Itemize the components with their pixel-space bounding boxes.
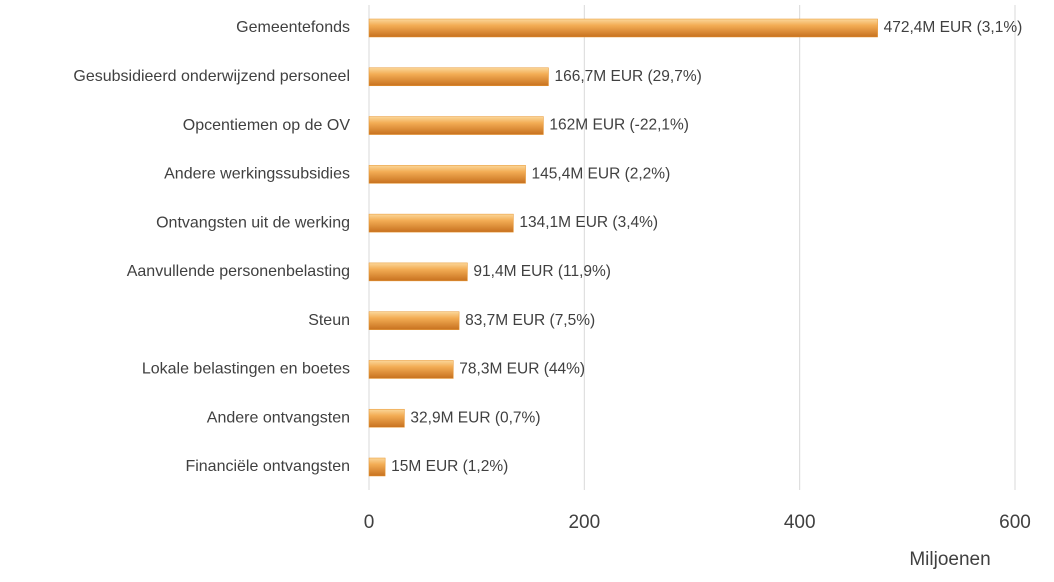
data-label: 166,7M EUR (29,7%) [554, 68, 701, 85]
y-tick-label: Andere ontvangsten [207, 409, 350, 426]
data-label: 15M EUR (1,2%) [391, 458, 508, 475]
bar [368, 262, 468, 282]
y-tick-label: Andere werkingssubsidies [164, 166, 350, 183]
bar [368, 18, 878, 38]
x-tick-label: 0 [364, 512, 375, 533]
data-label: 162M EUR (-22,1%) [549, 117, 689, 134]
bar [368, 360, 454, 379]
y-tick-label: Gemeentefonds [236, 19, 350, 36]
data-label: 91,4M EUR (11,9%) [473, 263, 611, 280]
y-tick-label: Ontvangsten uit de werking [156, 214, 350, 231]
bar [368, 213, 514, 233]
y-tick-label: Aanvullende personenbelasting [127, 263, 350, 280]
data-label: 472,4M EUR (3,1%) [884, 19, 1023, 36]
bar [368, 116, 544, 135]
bar [368, 165, 526, 184]
data-label: 134,1M EUR (3,4%) [519, 214, 658, 231]
data-label: 83,7M EUR (7,5%) [465, 312, 595, 329]
y-tick-label: Financiële ontvangsten [185, 458, 350, 475]
data-label: 145,4M EUR (2,2%) [532, 165, 671, 182]
y-tick-label: Lokale belastingen en boetes [142, 361, 350, 378]
x-axis-label: Miljoenen [909, 549, 990, 570]
bar [368, 67, 549, 87]
data-label: 32,9M EUR (0,7%) [410, 409, 540, 426]
x-tick-label: 600 [999, 512, 1031, 533]
bar [368, 408, 405, 428]
y-tick-label: Opcentiemen op de OV [183, 117, 351, 134]
data-label: 78,3M EUR (44%) [459, 361, 585, 378]
y-tick-label: Steun [308, 312, 350, 329]
y-tick-label: Gesubsidieerd onderwijzend personeel [73, 68, 350, 85]
x-tick-label: 400 [784, 512, 816, 533]
bar [368, 311, 460, 330]
x-tick-label: 200 [568, 512, 600, 533]
bar [368, 457, 386, 477]
